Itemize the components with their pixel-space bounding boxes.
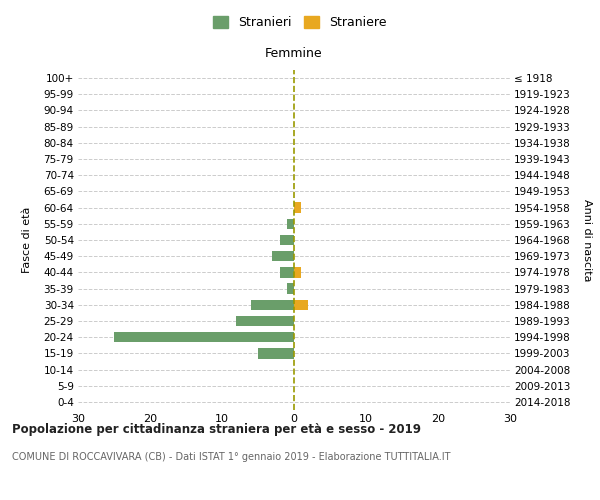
Text: Femmine: Femmine — [265, 47, 323, 60]
Bar — [236, 316, 294, 326]
Bar — [294, 267, 301, 278]
Bar — [280, 234, 294, 246]
Bar — [251, 300, 294, 310]
Bar — [258, 348, 294, 358]
Bar — [280, 267, 294, 278]
Bar — [294, 300, 308, 310]
Y-axis label: Anni di nascita: Anni di nascita — [582, 198, 592, 281]
Text: COMUNE DI ROCCAVIVARA (CB) - Dati ISTAT 1° gennaio 2019 - Elaborazione TUTTITALI: COMUNE DI ROCCAVIVARA (CB) - Dati ISTAT … — [12, 452, 451, 462]
Legend: Stranieri, Straniere: Stranieri, Straniere — [208, 11, 392, 34]
Y-axis label: Fasce di età: Fasce di età — [22, 207, 32, 273]
Bar — [114, 332, 294, 342]
Bar — [272, 251, 294, 262]
Bar — [287, 218, 294, 229]
Bar — [287, 284, 294, 294]
Text: Popolazione per cittadinanza straniera per età e sesso - 2019: Popolazione per cittadinanza straniera p… — [12, 422, 421, 436]
Bar — [294, 202, 301, 213]
